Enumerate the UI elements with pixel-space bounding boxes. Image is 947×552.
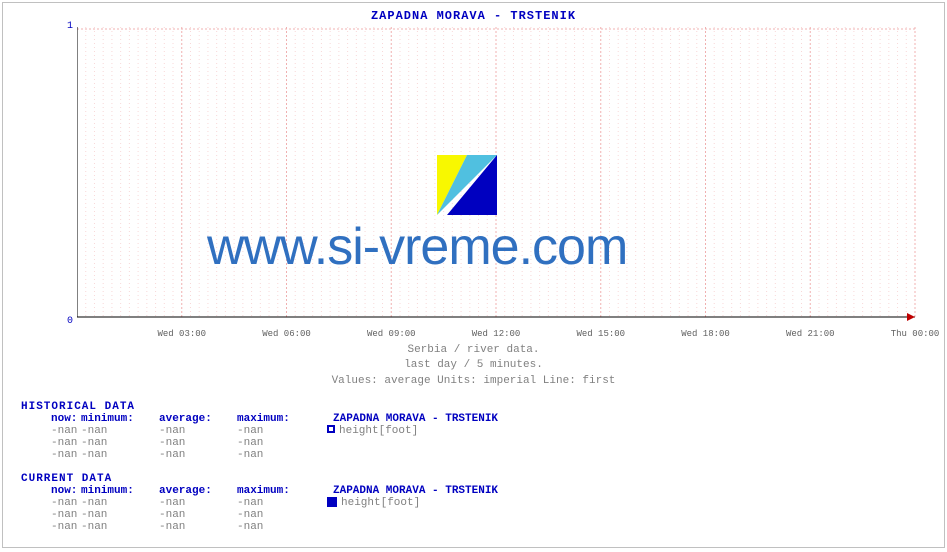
data-cell: -nan (21, 497, 81, 509)
source-url-vertical: www.si-vreme.com (0, 89, 4, 193)
x-tick-label: Wed 09:00 (367, 329, 416, 339)
watermark-text: www.si-vreme.com (207, 217, 627, 277)
legend-label: height[foot] (337, 497, 420, 509)
data-cell: -nan (21, 509, 81, 521)
col-now: now: (21, 413, 81, 425)
x-tick-label: Wed 18:00 (681, 329, 730, 339)
data-cell: -nan (237, 425, 315, 437)
data-cell: -nan (237, 521, 315, 533)
data-cell: -nan (81, 425, 159, 437)
caption-line-1: Serbia / river data. (3, 343, 944, 358)
x-tick-label: Wed 06:00 (262, 329, 311, 339)
caption-line-3: Values: average Units: imperial Line: fi… (3, 374, 944, 389)
x-tick-label: Wed 21:00 (786, 329, 835, 339)
data-cell: -nan (237, 497, 315, 509)
data-cell: -nan (159, 425, 237, 437)
chart-title: ZAPADNA MORAVA - TRSTENIK (3, 9, 944, 23)
col-max: maximum: (237, 485, 315, 497)
data-cell: -nan (21, 521, 81, 533)
legend-swatch-icon (327, 497, 337, 507)
chart-plot-area: 1 0 Wed 03:00Wed 06:00Wed 09:00Wed 12:00… (77, 27, 925, 321)
table-row: -nan-nan-nan-nan (21, 521, 498, 533)
historical-col-header: now: minimum: average: maximum: ZAPADNA … (21, 413, 498, 425)
data-cell: -nan (21, 425, 81, 437)
data-cell: -nan (81, 437, 159, 449)
legend-swatch-icon (327, 425, 335, 433)
data-cell: -nan (81, 449, 159, 461)
data-cell: -nan (81, 497, 159, 509)
watermark-logo-icon (437, 155, 497, 215)
table-row: -nan-nan-nan-nan (21, 437, 498, 449)
col-avg: average: (159, 413, 237, 425)
data-cell: -nan (81, 509, 159, 521)
data-cell: -nan (159, 437, 237, 449)
data-cell: -nan (237, 509, 315, 521)
table-row: -nan-nan-nan-nanheight[foot] (21, 425, 498, 437)
col-now: now: (21, 485, 81, 497)
data-cell: -nan (21, 449, 81, 461)
current-col-header: now: minimum: average: maximum: ZAPADNA … (21, 485, 498, 497)
data-cell: -nan (159, 509, 237, 521)
current-rows: -nan-nan-nan-nanheight[foot]-nan-nan-nan… (21, 497, 498, 533)
data-cell: -nan (159, 497, 237, 509)
col-max: maximum: (237, 413, 315, 425)
current-series: ZAPADNA MORAVA - TRSTENIK (315, 485, 498, 497)
y-tick-0: 0 (59, 316, 73, 327)
historical-series: ZAPADNA MORAVA - TRSTENIK (315, 413, 498, 425)
data-cell: -nan (81, 521, 159, 533)
col-avg: average: (159, 485, 237, 497)
data-cell: -nan (237, 449, 315, 461)
historical-rows: -nan-nan-nan-nanheight[foot]-nan-nan-nan… (21, 425, 498, 461)
historical-title: HISTORICAL DATA (21, 401, 498, 413)
chart-caption: Serbia / river data. last day / 5 minute… (3, 343, 944, 389)
data-cell: -nan (237, 437, 315, 449)
historical-section: HISTORICAL DATA now: minimum: average: m… (21, 401, 498, 461)
col-min: minimum: (81, 485, 159, 497)
caption-line-2: last day / 5 minutes. (3, 358, 944, 373)
table-row: -nan-nan-nan-nan (21, 509, 498, 521)
x-tick-label: Wed 12:00 (472, 329, 521, 339)
col-min: minimum: (81, 413, 159, 425)
data-cell: -nan (159, 521, 237, 533)
x-tick-label: Thu 00:00 (891, 329, 940, 339)
data-cell: -nan (21, 437, 81, 449)
current-title: CURRENT DATA (21, 473, 498, 485)
data-cell: -nan (159, 449, 237, 461)
x-tick-label: Wed 15:00 (576, 329, 625, 339)
y-tick-1: 1 (59, 21, 73, 32)
legend-label: height[foot] (335, 425, 418, 437)
table-row: -nan-nan-nan-nanheight[foot] (21, 497, 498, 509)
current-section: CURRENT DATA now: minimum: average: maxi… (21, 473, 498, 533)
table-row: -nan-nan-nan-nan (21, 449, 498, 461)
chart-container: www.si-vreme.com ZAPADNA MORAVA - TRSTEN… (2, 2, 945, 548)
x-tick-label: Wed 03:00 (157, 329, 206, 339)
